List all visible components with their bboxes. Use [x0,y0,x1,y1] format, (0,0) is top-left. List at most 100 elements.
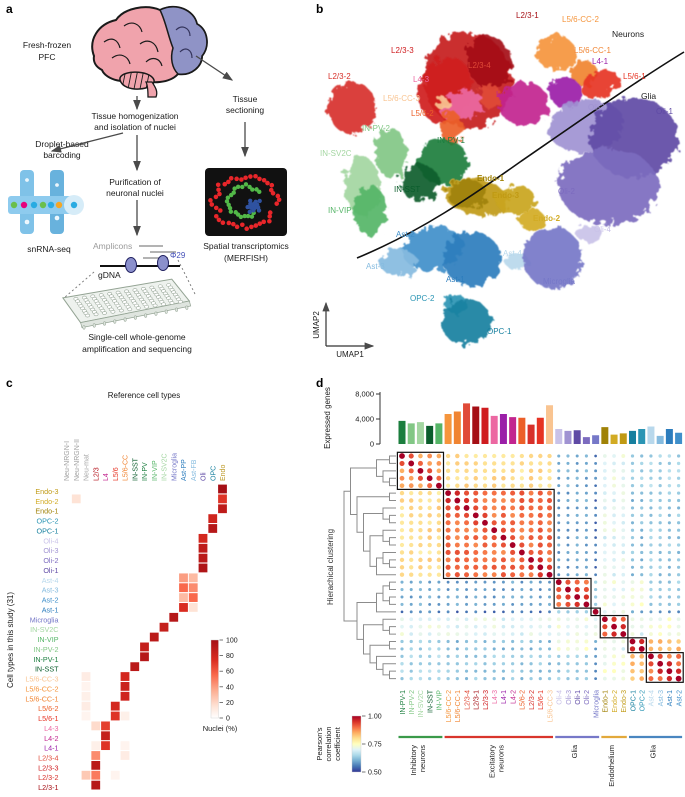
merfish-dot-red [275,193,281,199]
correlation-dot [602,661,607,666]
amplicons-label: Amplicons [93,241,132,251]
correlation-dot [482,535,488,541]
correlation-dot [428,639,432,644]
correlation-dot [667,543,672,547]
correlation-dot [435,482,442,489]
correlation-dot [557,469,561,473]
correlation-dot [547,624,552,629]
correlation-dot [566,521,570,525]
heatmap-col-label: Oli [201,472,208,481]
merfish-dot-green [250,187,255,192]
correlation-dot [667,521,671,525]
correlation-dot [427,483,433,489]
correlation-dot [612,676,616,681]
umap-cluster-label: Oli-1 [656,107,673,116]
correlation-dot [436,535,442,540]
correlation-dot [566,573,570,577]
correlation-dot [519,453,525,459]
correlation-dot [556,601,562,607]
correlation-dot [667,491,672,495]
correlation-dot [594,565,597,569]
matrix-col-label: Ast-2 [676,690,683,706]
correlation-dot [510,527,516,533]
merfish-dot-red [213,194,219,200]
correlation-dot [537,535,543,541]
correlation-dot [511,580,515,584]
merfish-dot-red [208,198,213,203]
heatmap-row-label: L4-2 [44,734,58,743]
correlation-dot [510,512,516,518]
dendrogram-branch [389,455,396,464]
correlation-dot [639,654,645,659]
dendrogram-branch [356,602,377,640]
correlation-dot [465,602,469,606]
correlation-dot [492,461,497,466]
correlation-dot [640,528,644,532]
correlation-dot [400,669,404,673]
correlation-dot [594,647,598,651]
device-bubble [24,219,30,225]
correlation-dot [584,558,588,562]
correlation-dot [528,549,534,555]
heatmap-row-label: Ast-3 [42,586,59,595]
correlation-dot [482,498,488,503]
barcoded-cell-dot [20,201,28,209]
correlation-dot [612,461,616,466]
heatmap-col-label: IN-SV2C [162,453,169,481]
correlation-dot [566,461,570,465]
umap-cluster-blob [524,227,582,289]
correlation-dot [409,542,414,548]
expressed-genes-bar [546,405,554,444]
correlation-dot [621,498,626,503]
matrix-col-label: Oli-1 [575,690,582,705]
correlation-dot [548,639,552,644]
expressed-genes-bar [481,407,489,444]
correlation-dot [427,565,432,570]
umap-cluster-IN-PV-2 [375,128,407,178]
correlation-dot [464,520,470,526]
correlation-dot [594,513,598,517]
correlation-dot [400,595,404,599]
correlation-dot [658,617,663,622]
correlation-dot [621,661,626,666]
correlation-dot [418,513,423,518]
correlation-dot [427,550,432,555]
plate-well [93,312,99,317]
heatmap-row-label: IN-SV2C [30,625,58,634]
correlation-dot [594,543,598,547]
expressed-genes-bar [509,417,517,444]
heatmap-cell [130,662,140,672]
heatmap-cell [110,711,120,721]
correlation-dot [409,572,414,577]
dendrogram-branch [389,670,396,680]
correlation-dot [612,654,617,659]
correlation-dot [446,639,450,644]
correlation-dot [473,572,479,578]
correlation-dot [436,475,442,481]
correlation-dot [594,573,598,577]
correlation-dot [666,668,673,675]
correlation-dot [658,632,663,637]
correlation-dot [418,528,423,533]
device-bubble [54,215,60,221]
correlation-dot [648,653,654,660]
merfish-dot-red [216,187,221,193]
correlation-dot [500,572,506,578]
correlation-dot [538,639,542,644]
correlation-dot [547,520,552,526]
umap-cluster-label: L5/6-CC-3 [383,94,420,103]
expressed-genes-bar [647,426,655,444]
correlation-dot [408,475,414,481]
correlation-dot [538,617,543,622]
correlation-dot [501,624,506,629]
umap-cluster-L5/6-CC-3 [436,98,450,110]
correlation-dot [621,676,626,681]
correlation-dot [676,653,682,659]
correlation-dot [575,639,580,644]
panel-letter-c: c [6,376,13,390]
correlation-dot [630,454,635,458]
correlation-dot [501,632,506,636]
correlation-dot [575,617,580,622]
correlation-dot [446,610,450,614]
correlation-dot [566,491,570,495]
